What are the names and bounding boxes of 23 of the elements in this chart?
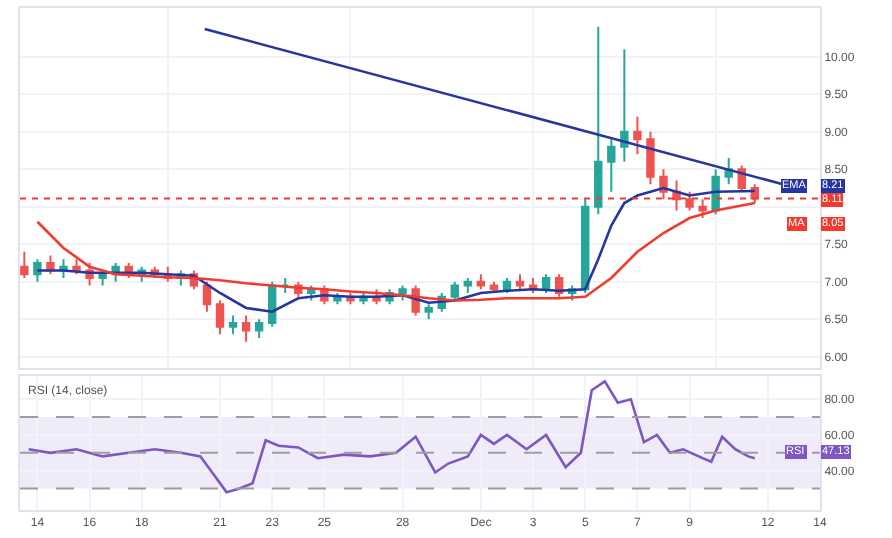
candlestick: [476, 273, 486, 291]
candlestick: [215, 299, 225, 336]
candlestick: [672, 179, 681, 212]
candlestick: [424, 303, 433, 321]
candlestick: [450, 280, 459, 302]
candlestick: [633, 115, 642, 156]
candlestick: [228, 314, 238, 336]
candlestick: [581, 198, 590, 294]
candlestick: [515, 273, 525, 291]
candlestick: [20, 250, 29, 279]
candlestick: [254, 318, 264, 339]
candlestick: [241, 314, 251, 343]
candlestick: [281, 277, 290, 294]
candlestick: [620, 48, 629, 163]
candlestick: [698, 198, 707, 219]
candlestick: [98, 269, 107, 287]
candlestick: [646, 130, 655, 186]
candlestick: [463, 277, 473, 294]
candlestick: [607, 138, 616, 193]
candlestick: [333, 292, 342, 306]
candlestick: [685, 190, 694, 212]
candlestick: [594, 25, 603, 216]
candlestick: [398, 284, 407, 302]
